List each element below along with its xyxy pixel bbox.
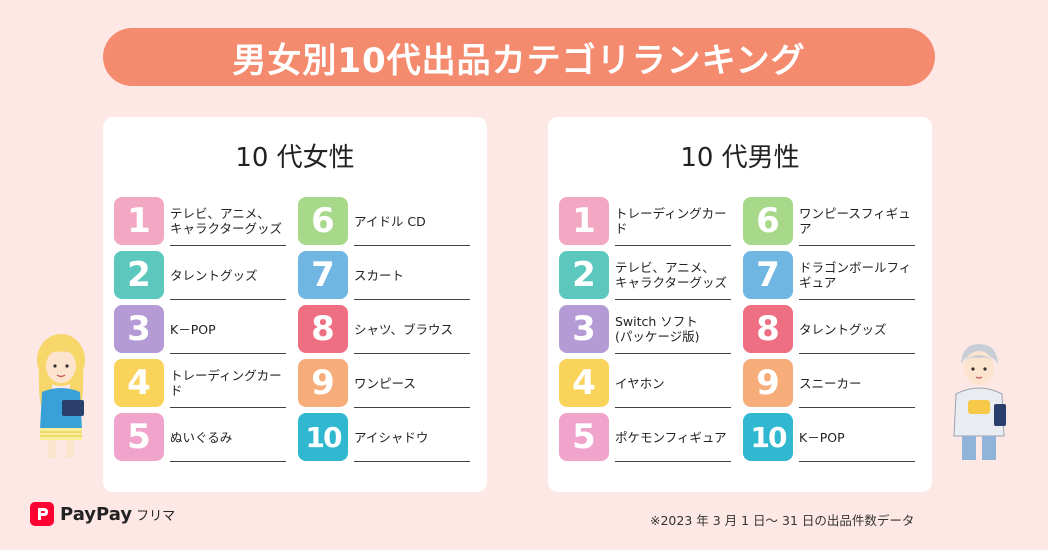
rank-badge: 3 [559,305,609,353]
rank-label: タレントグッズ [799,305,915,354]
male-rank-item: 4 イヤホン [559,355,735,408]
rank-label: アイシャドウ [354,413,470,462]
title-banner: 男女別10代出品カテゴリランキング [103,28,935,86]
page-title: 男女別10代出品カテゴリランキング [232,40,806,81]
rank-badge: 10 [743,413,793,461]
male-ranking-panel: 10 代男性 1 トレーディングカード 2 テレビ、アニメ、 キャラクターグッズ… [548,117,932,492]
rank-badge: 2 [114,251,164,299]
rank-label: トレーディングカード [615,197,731,246]
female-rank-item: 5 ぬいぐるみ [114,409,290,462]
rank-badge: 7 [743,251,793,299]
rank-badge: 6 [743,197,793,245]
rank-label: スニーカー [799,359,915,408]
logo-sub-text: フリマ [136,508,176,524]
paypay-logo-icon [30,502,54,526]
female-rank-item: 4 トレーディングカード [114,355,290,408]
male-rank-item: 7 ドラゴンボールフィギュア [743,247,919,300]
male-panel-heading: 10 代男性 [680,143,800,173]
rank-badge: 3 [114,305,164,353]
rank-label: ぬいぐるみ [170,413,286,462]
data-source-footnote: ※2023 年 3 月 1 日～ 31 日の出品件数データ [650,513,915,528]
male-rank-item: 6 ワンピースフィギュア [743,193,919,246]
rank-badge: 1 [559,197,609,245]
male-rank-item: 10 K－POP [743,409,919,462]
rank-label: K－POP [799,413,915,462]
female-rank-item: 1 テレビ、アニメ、 キャラクターグッズ [114,193,290,246]
logo-brand-text: PayPay [60,503,133,525]
girl-illustration-icon [37,334,85,458]
rank-badge: 8 [298,305,348,353]
rank-badge: 5 [114,413,164,461]
rank-label: テレビ、アニメ、 キャラクターグッズ [170,197,286,246]
female-rank-item: 7 スカート [298,247,474,300]
male-rank-item: 9 スニーカー [743,355,919,408]
rank-badge: 8 [743,305,793,353]
female-rank-item: 8 シャツ、ブラウス [298,301,474,354]
rank-badge: 1 [114,197,164,245]
rank-label: シャツ、ブラウス [354,305,470,354]
rank-label: トレーディングカード [170,359,286,408]
rank-label: スカート [354,251,470,300]
female-rank-item: 3 K－POP [114,301,290,354]
rank-label: ワンピースフィギュア [799,197,915,246]
paypay-logo: PayPay フリマ [30,500,175,528]
rank-badge: 7 [298,251,348,299]
female-ranking-panel: 10 代女性 1 テレビ、アニメ、 キャラクターグッズ 2 タレントグッズ 3 … [103,117,487,492]
rank-label: ドラゴンボールフィギュア [799,251,915,300]
rank-badge: 5 [559,413,609,461]
rank-label: テレビ、アニメ、 キャラクターグッズ [615,251,731,300]
male-rank-item: 5 ポケモンフィギュア [559,409,735,462]
rank-label: K－POP [170,305,286,354]
female-rank-item: 9 ワンピース [298,355,474,408]
rank-label: アイドル CD [354,197,470,246]
female-rank-item: 2 タレントグッズ [114,247,290,300]
female-rank-item: 6 アイドル CD [298,193,474,246]
male-rank-item: 2 テレビ、アニメ、 キャラクターグッズ [559,247,735,300]
rank-badge: 4 [559,359,609,407]
rank-badge: 6 [298,197,348,245]
rank-label: イヤホン [615,359,731,408]
rank-badge: 2 [559,251,609,299]
rank-label: タレントグッズ [170,251,286,300]
rank-label: Switch ソフト (パッケージ版) [615,305,731,354]
female-panel-heading: 10 代女性 [235,143,355,173]
rank-badge: 9 [743,359,793,407]
rank-badge: 9 [298,359,348,407]
male-rank-item: 8 タレントグッズ [743,301,919,354]
boy-illustration-icon [953,344,1006,460]
female-rank-item: 10 アイシャドウ [298,409,474,462]
rank-label: ワンピース [354,359,470,408]
male-rank-item: 3 Switch ソフト (パッケージ版) [559,301,735,354]
male-rank-item: 1 トレーディングカード [559,193,735,246]
rank-badge: 4 [114,359,164,407]
rank-label: ポケモンフィギュア [615,413,731,462]
rank-badge: 10 [298,413,348,461]
